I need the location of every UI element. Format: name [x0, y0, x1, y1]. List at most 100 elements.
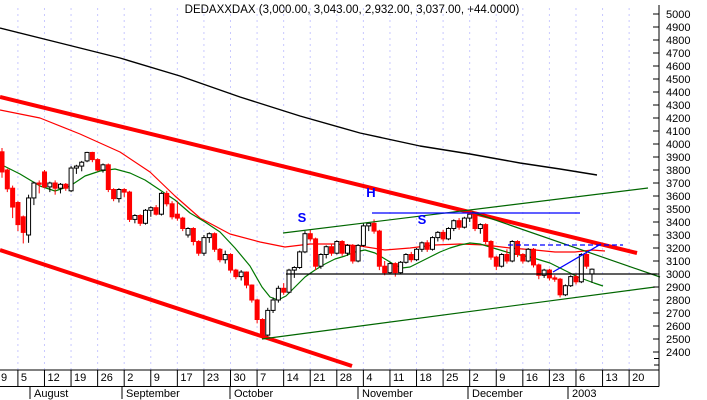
- candle: [233, 268, 239, 280]
- candle: [323, 245, 329, 259]
- candle: [100, 163, 106, 173]
- candle: [105, 163, 111, 193]
- x-week-label: 9: [499, 372, 505, 384]
- candles: [0, 148, 595, 337]
- y-tick-label: 3400: [666, 217, 690, 229]
- candle: [26, 194, 32, 243]
- candle: [573, 274, 579, 285]
- rising-wedge-upper-green: [282, 187, 649, 234]
- candle: [419, 241, 425, 252]
- candle: [461, 216, 467, 229]
- x-week-label: 21: [313, 372, 325, 384]
- candle: [536, 263, 542, 280]
- chart-title: DEDAXXDAX (3,000.00, 3,043.00, 2,932.00,…: [185, 4, 520, 16]
- candle: [355, 244, 361, 263]
- candle: [350, 244, 356, 264]
- candle: [42, 170, 48, 189]
- candle: [31, 181, 37, 206]
- candle: [265, 307, 271, 337]
- candle: [196, 240, 202, 256]
- y-tick-label: 2900: [666, 282, 690, 294]
- x-week-label: 18: [420, 372, 432, 384]
- candle: [185, 227, 191, 238]
- y-tick-label: 3100: [666, 256, 690, 268]
- candle: [116, 188, 122, 203]
- x-week-label: 23: [207, 372, 219, 384]
- y-tick-label: 2400: [666, 347, 690, 359]
- rising-wedge-lower-green: [261, 286, 656, 340]
- x-week-label: 20: [632, 372, 644, 384]
- candle: [344, 244, 350, 256]
- candle: [477, 223, 483, 234]
- candle: [68, 166, 74, 193]
- x-month-label: October: [234, 388, 273, 400]
- x-week-label: 9: [154, 372, 160, 384]
- candle: [47, 181, 53, 193]
- candle: [313, 237, 319, 271]
- candle: [334, 240, 340, 255]
- candle: [111, 188, 117, 202]
- trendline-layer: [0, 95, 661, 368]
- candle: [509, 240, 515, 263]
- x-week-label: 19: [74, 372, 86, 384]
- candle: [430, 236, 436, 251]
- candle: [291, 266, 297, 278]
- x-week-label: 2: [473, 372, 479, 384]
- right-shoulder-label: S: [418, 212, 427, 227]
- candle: [398, 261, 404, 274]
- candle: [243, 271, 249, 289]
- candle: [387, 262, 393, 274]
- candle: [531, 248, 536, 268]
- annotation-layer: S H S: [298, 185, 427, 227]
- x-week-label: 28: [340, 372, 352, 384]
- candle: [541, 268, 547, 278]
- x-week-label: 13: [606, 372, 618, 384]
- x-week-label: 25: [446, 372, 458, 384]
- candle: [584, 253, 590, 269]
- x-month-label: November: [362, 388, 413, 400]
- candle: [414, 248, 420, 261]
- candle: [143, 209, 149, 225]
- candle: [281, 283, 287, 295]
- candle: [525, 248, 531, 263]
- y-tick-label: 4500: [666, 74, 690, 86]
- candle: [228, 253, 234, 273]
- y-tick-label: 5000: [666, 9, 690, 21]
- x-month-label: December: [472, 388, 523, 400]
- candle: [515, 240, 521, 258]
- candle: [36, 180, 42, 194]
- candle: [73, 164, 79, 174]
- candle: [589, 268, 595, 283]
- y-tick-label: 4100: [666, 126, 690, 138]
- y-tick-label: 4200: [666, 113, 690, 125]
- candle: [190, 227, 196, 246]
- candle: [568, 275, 574, 287]
- candle: [259, 318, 265, 337]
- x-week-label: 14: [287, 372, 299, 384]
- left-shoulder-label: S: [298, 210, 307, 225]
- y-tick-label: 3500: [666, 204, 690, 216]
- candle: [376, 229, 382, 271]
- candle: [578, 253, 584, 284]
- candle: [10, 185, 16, 219]
- candle: [424, 240, 430, 252]
- x-week-label: 12: [47, 372, 59, 384]
- candle: [95, 158, 101, 172]
- candle: [499, 253, 505, 268]
- candle: [403, 253, 409, 264]
- candle: [63, 183, 69, 191]
- candle: [520, 253, 526, 264]
- candle: [121, 188, 127, 198]
- candle: [174, 201, 180, 221]
- x-week-label: 23: [552, 372, 564, 384]
- short-rise-blue: [552, 243, 602, 273]
- candle: [546, 268, 552, 281]
- y-tick-label: 4900: [666, 22, 690, 34]
- candle: [339, 240, 345, 256]
- candle: [467, 212, 473, 222]
- y-tick-label: 3900: [666, 152, 690, 164]
- candle: [89, 151, 95, 163]
- y-tick-label: 4400: [666, 87, 690, 99]
- x-week-label: 6: [579, 372, 585, 384]
